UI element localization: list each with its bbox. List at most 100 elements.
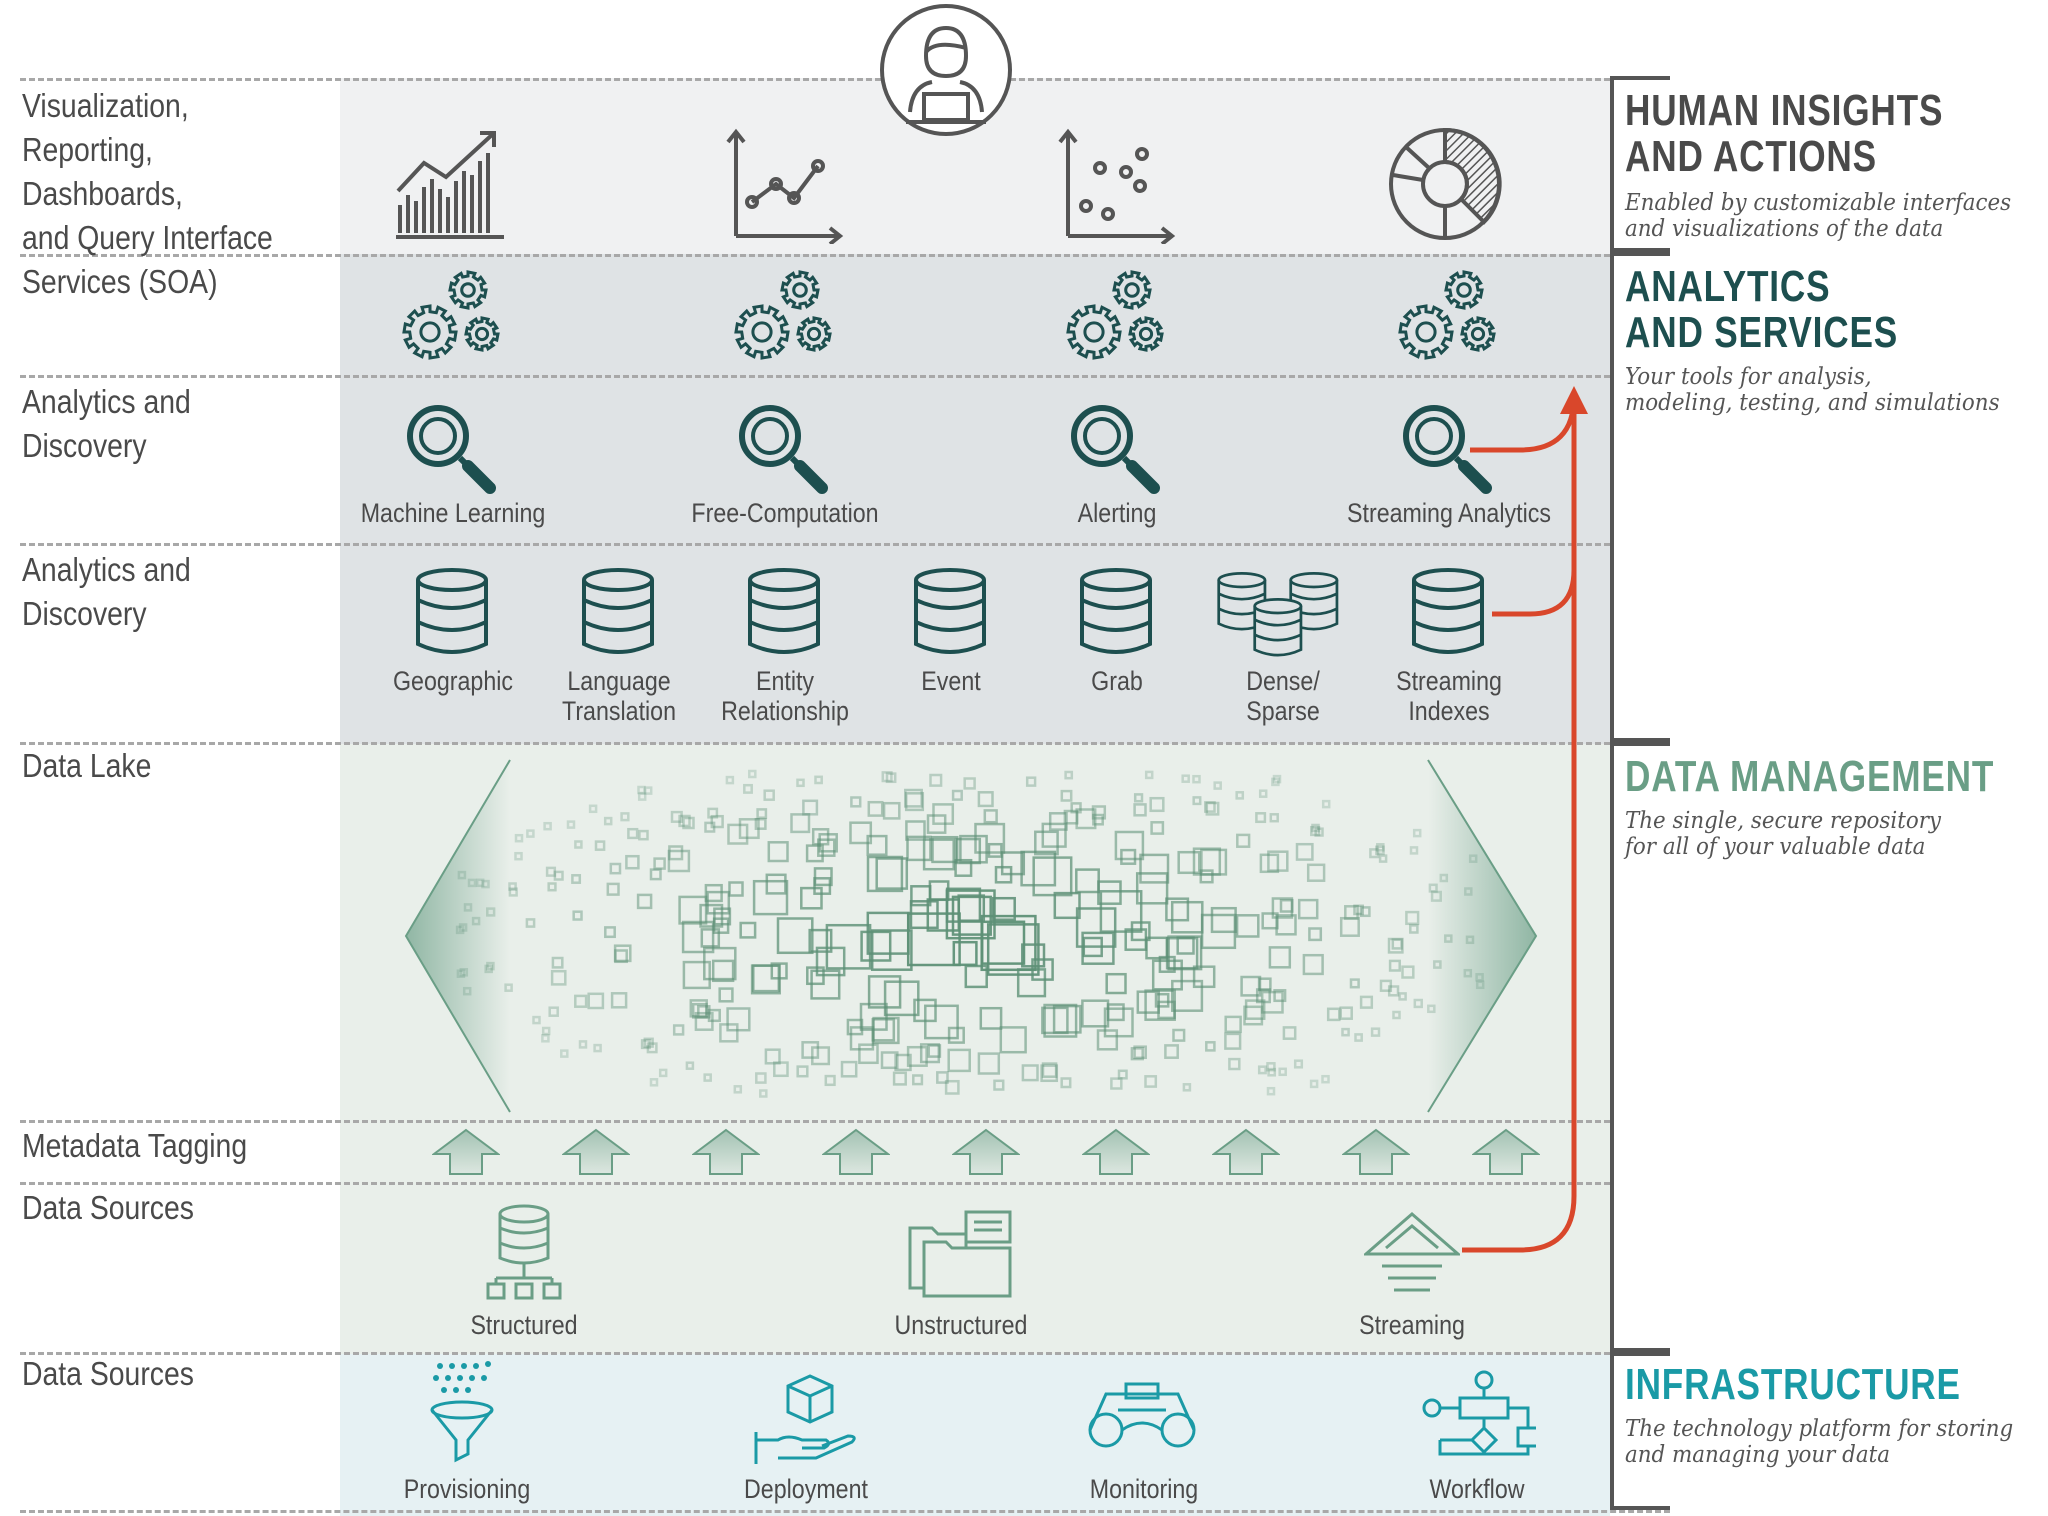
data-square xyxy=(1103,1007,1134,1038)
data-square xyxy=(1475,973,1484,982)
data-square xyxy=(906,912,961,967)
data-square xyxy=(817,838,836,857)
data-square xyxy=(1378,854,1388,863)
data-square xyxy=(1182,1083,1192,1092)
data-square xyxy=(739,921,757,939)
data-square xyxy=(593,1043,602,1053)
data-square xyxy=(1468,854,1478,863)
data-square xyxy=(725,775,735,785)
data-square xyxy=(1032,856,1073,897)
provisioning-funnel-icon xyxy=(430,1361,494,1463)
data-square xyxy=(1063,809,1079,825)
up-arrow-icon xyxy=(952,1128,1020,1175)
data-square xyxy=(458,923,468,932)
data-square xyxy=(1463,968,1473,978)
data-square xyxy=(1041,822,1067,848)
data-square xyxy=(614,949,628,964)
data-square xyxy=(1369,848,1380,859)
data-square xyxy=(463,903,473,912)
data-square xyxy=(858,1043,879,1065)
data-square xyxy=(912,1074,924,1086)
row-label-data-sources: Data Sources xyxy=(22,1189,194,1226)
data-square xyxy=(1412,828,1422,838)
data-square xyxy=(678,814,691,828)
data-square xyxy=(713,907,732,926)
data-square xyxy=(1000,851,1026,876)
data-square xyxy=(1308,927,1323,942)
data-square xyxy=(1110,1077,1123,1090)
data-square xyxy=(867,800,884,817)
caption-alerting: Alerting xyxy=(1077,498,1157,528)
bracket-human xyxy=(1610,76,1674,252)
section-title-data: DATA MANAGEMENT xyxy=(1625,752,1995,801)
data-square xyxy=(625,854,640,870)
database-icon xyxy=(582,568,654,654)
data-square xyxy=(1192,774,1201,784)
data-square xyxy=(728,881,744,897)
data-square xyxy=(525,918,536,928)
data-square xyxy=(574,994,588,1008)
data-square xyxy=(922,838,955,871)
data-square xyxy=(1171,979,1204,1012)
data-square xyxy=(850,796,862,808)
data-square xyxy=(1297,898,1319,920)
scatter-plot-icon xyxy=(1058,128,1176,244)
data-square xyxy=(1165,897,1190,922)
data-square xyxy=(1064,770,1074,780)
data-square xyxy=(1243,1005,1264,1026)
data-square xyxy=(1255,812,1267,824)
data-square xyxy=(1041,1062,1058,1078)
data-square xyxy=(613,944,632,963)
data-square xyxy=(767,841,789,863)
data-square xyxy=(486,961,495,971)
up-arrow-icon xyxy=(562,1128,630,1175)
data-square xyxy=(1392,1010,1401,1020)
data-square xyxy=(993,1079,1005,1091)
data-square xyxy=(733,1085,743,1094)
data-square xyxy=(947,1026,965,1044)
data-square xyxy=(754,817,767,830)
data-square xyxy=(649,1078,659,1087)
data-square xyxy=(977,791,994,808)
data-square xyxy=(1302,953,1324,976)
data-square xyxy=(808,928,833,953)
data-square xyxy=(1266,1062,1276,1072)
section-subtitle-infra: The technology platform for storing and … xyxy=(1625,1416,2014,1468)
data-square xyxy=(1224,1032,1242,1050)
data-square xyxy=(991,896,1016,921)
data-square xyxy=(726,1007,751,1032)
data-square xyxy=(954,837,982,865)
data-square xyxy=(905,820,926,841)
line-chart-icon xyxy=(726,128,844,244)
data-square xyxy=(543,821,552,831)
data-square xyxy=(866,855,904,893)
magnifier-icon xyxy=(1403,405,1492,494)
data-square xyxy=(1439,873,1449,883)
data-square xyxy=(743,783,753,794)
data-square xyxy=(1409,846,1419,855)
data-square xyxy=(646,1042,658,1054)
data-square xyxy=(1144,989,1176,1021)
deployment-hand-box-icon xyxy=(754,1374,856,1464)
data-square xyxy=(983,809,998,824)
data-square xyxy=(1375,845,1385,856)
data-square xyxy=(1091,805,1107,820)
data-square xyxy=(1236,833,1251,848)
data-square xyxy=(514,833,524,843)
data-square xyxy=(801,1041,820,1059)
data-square xyxy=(1413,998,1423,1009)
row-label-metadata: Metadata Tagging xyxy=(22,1127,248,1164)
data-square xyxy=(951,895,992,936)
data-square xyxy=(637,785,646,795)
data-square xyxy=(706,890,731,915)
data-square xyxy=(467,878,477,888)
data-square xyxy=(924,1004,959,1040)
data-square xyxy=(667,849,691,873)
data-square xyxy=(1433,960,1442,969)
data-square xyxy=(1398,992,1407,1001)
data-square xyxy=(1309,1079,1319,1089)
data-square xyxy=(603,816,613,826)
data-square xyxy=(1339,916,1360,937)
gears-icon xyxy=(1066,270,1164,360)
